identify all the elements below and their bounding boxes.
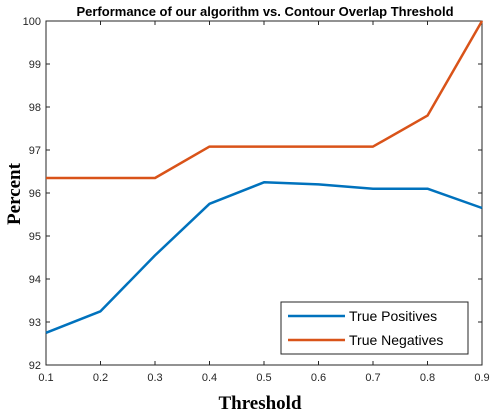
y-axis-ticks: 92 93 94 95 96 97 98 99 100 bbox=[23, 16, 482, 372]
x-axis-ticks: 0.1 0.2 0.3 0.4 0.5 0.6 0.7 0.8 0.9 bbox=[38, 21, 490, 384]
y-tick-label: 99 bbox=[29, 59, 41, 71]
series-lines bbox=[45, 20, 484, 334]
y-tick-label: 94 bbox=[29, 274, 41, 286]
y-tick-label: 98 bbox=[29, 102, 41, 114]
legend: True Positives True Negatives bbox=[280, 301, 469, 355]
legend-label-true-positives: True Positives bbox=[349, 308, 437, 324]
y-tick-label: 93 bbox=[29, 317, 41, 329]
legend-label-true-negatives: True Negatives bbox=[349, 332, 443, 348]
y-tick-label: 92 bbox=[29, 360, 41, 372]
y-tick-label: 97 bbox=[29, 145, 41, 157]
series-line-true-positives bbox=[45, 181, 483, 334]
y-axis-label: Percent bbox=[4, 162, 25, 225]
y-tick-label: 96 bbox=[29, 188, 41, 200]
x-tick-label: 0.9 bbox=[474, 372, 489, 384]
x-tick-label: 0.2 bbox=[93, 372, 108, 384]
x-tick-label: 0.5 bbox=[256, 372, 271, 384]
chart-title: Performance of our algorithm vs. Contour… bbox=[76, 4, 453, 19]
y-tick-label: 100 bbox=[23, 16, 41, 28]
series-line-true-negatives bbox=[46, 20, 484, 180]
legend-box bbox=[280, 301, 469, 355]
x-axis-label: Threshold bbox=[218, 393, 302, 411]
x-tick-label: 0.4 bbox=[202, 372, 217, 384]
x-tick-label: 0.8 bbox=[420, 372, 435, 384]
x-tick-label: 0.3 bbox=[147, 372, 162, 384]
y-tick-label: 95 bbox=[29, 231, 41, 243]
x-tick-label: 0.7 bbox=[365, 372, 380, 384]
x-tick-label: 0.1 bbox=[38, 372, 53, 384]
x-tick-label: 0.6 bbox=[311, 372, 326, 384]
